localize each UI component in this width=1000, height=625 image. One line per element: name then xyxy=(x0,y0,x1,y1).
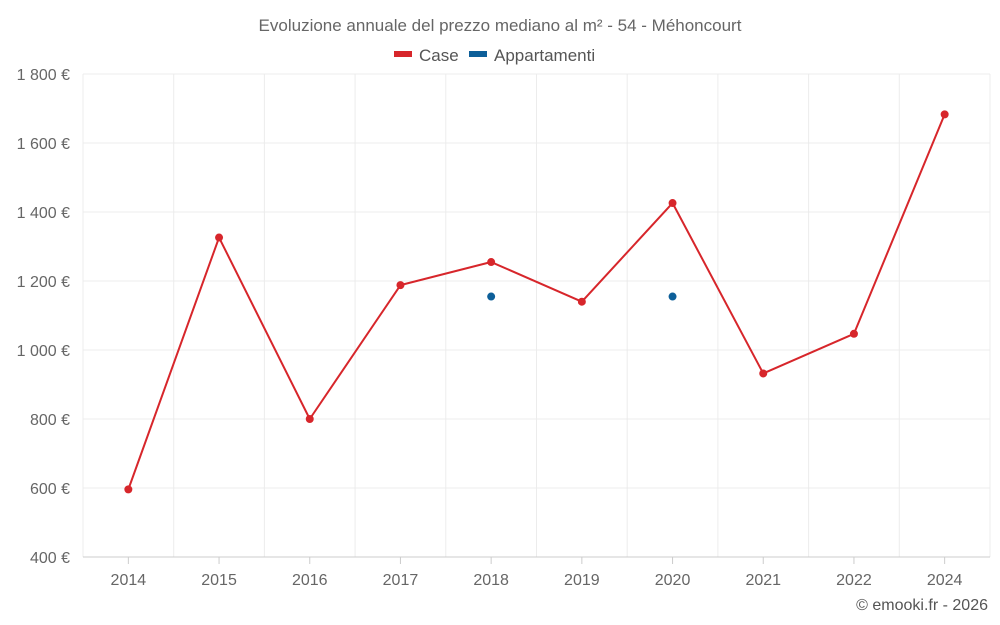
data-point-case[interactable] xyxy=(305,415,314,423)
data-point-case[interactable] xyxy=(577,297,586,306)
y-axis: 400 € 600 € 800 € 1 000 € 1 200 € 1 400 € 1 60… xyxy=(17,67,70,567)
legend-swatch-case xyxy=(394,51,412,57)
series-line-case xyxy=(127,113,946,490)
series-layer xyxy=(124,110,949,494)
legend: Case Appartamenti xyxy=(394,46,595,65)
legend-label-case[interactable]: Case xyxy=(419,46,459,65)
x-tick-label: 2018 xyxy=(473,572,509,589)
x-tick-label: 2014 xyxy=(111,572,147,589)
data-point-case[interactable] xyxy=(396,281,405,290)
legend-label-appartamenti[interactable]: Appartamenti xyxy=(494,46,595,65)
x-tick-label: 2020 xyxy=(655,572,691,589)
data-point-appartamenti[interactable] xyxy=(487,292,496,301)
x-tick-label: 2021 xyxy=(745,572,781,589)
credit-text: © emooki.fr - 2026 xyxy=(856,597,988,614)
y-tick-label: 1 200 € xyxy=(17,274,70,291)
x-tick-label: 2015 xyxy=(201,572,237,589)
y-tick-label: 800 € xyxy=(30,412,70,429)
x-tick-label: 2017 xyxy=(383,572,419,589)
x-tick-label: 2016 xyxy=(292,572,328,589)
y-tick-label: 600 € xyxy=(30,481,70,498)
y-tick-label: 1 400 € xyxy=(17,205,70,222)
legend-swatch-appartamenti xyxy=(469,51,487,57)
y-tick-label: 1 800 € xyxy=(17,67,70,84)
data-point-case[interactable] xyxy=(849,329,858,338)
x-tick-label: 2024 xyxy=(927,572,963,589)
x-tick-label: 2022 xyxy=(836,572,872,589)
data-point-case[interactable] xyxy=(940,110,949,119)
x-tick-label: 2019 xyxy=(564,572,600,589)
y-tick-label: 1 000 € xyxy=(17,343,70,360)
y-tick-label: 1 600 € xyxy=(17,136,70,153)
data-point-case[interactable] xyxy=(487,258,496,267)
data-point-case[interactable] xyxy=(215,233,224,242)
grid xyxy=(82,73,991,557)
x-axis: 2014 2015 2016 2017 2018 2019 2020 2021 2022 2024 xyxy=(83,556,990,589)
chart-title: Evoluzione annuale del prezzo mediano al… xyxy=(259,16,742,35)
data-point-case[interactable] xyxy=(759,369,768,378)
data-point-appartamenti[interactable] xyxy=(668,292,677,301)
data-point-case[interactable] xyxy=(124,485,133,494)
data-point-case[interactable] xyxy=(668,199,677,208)
y-tick-label: 400 € xyxy=(30,550,70,567)
